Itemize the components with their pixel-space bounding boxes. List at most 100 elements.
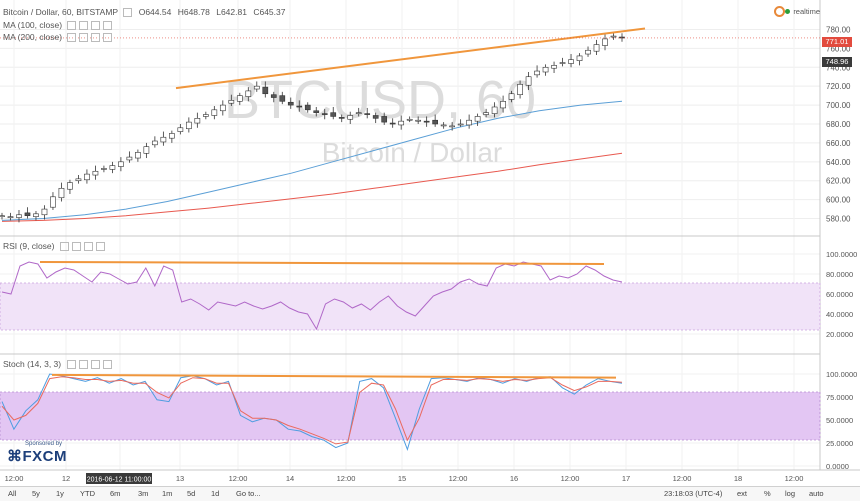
ma200-legend[interactable]: MA (200, close) [3,32,113,43]
ma200-label: MA (200, close) [3,32,63,42]
more-icon[interactable] [103,21,113,31]
rsi-tick-label: 100.0000 [826,250,857,259]
range-6m-button[interactable]: 6m [110,489,121,498]
candle-body [143,146,150,154]
candle-body [457,123,464,126]
candle-body [67,182,73,190]
candle-body [236,95,243,102]
high-value: 648.78 [183,7,210,17]
close-icon[interactable] [91,33,101,43]
candle-body [474,116,481,122]
candle-body [559,62,566,64]
candle-body [219,104,226,112]
time-tick-label: 12:00 [449,474,468,483]
rsi-pane[interactable] [1,261,623,331]
range-1y-button[interactable]: 1y [56,489,64,498]
range-1d-button[interactable]: 1d [211,489,220,498]
eye-icon[interactable] [66,360,76,370]
range-ytd-button[interactable]: YTD [80,489,95,498]
candle-body [466,119,472,126]
eye-icon[interactable] [59,242,69,252]
resistance-trendline[interactable] [175,27,646,90]
candle-body [483,112,489,115]
rsi-divergence-trendline[interactable] [39,261,605,265]
candle-body [58,187,65,199]
range-all-button[interactable]: All [8,489,17,498]
alert-ring-icon[interactable] [774,6,785,17]
close-icon[interactable] [83,242,93,252]
eye-icon[interactable] [67,21,77,31]
price-tick-label: 600.00 [826,196,851,205]
candle-body [211,109,218,116]
candle-body [101,168,107,170]
ext-button[interactable]: ext [737,489,748,498]
realtime-indicator[interactable]: realtime [785,7,820,16]
crosshair-time-label: 2016-06-12 11:00:00 [87,477,152,484]
more-icon[interactable] [95,242,105,252]
eye-icon[interactable] [67,33,77,43]
auto-button[interactable]: auto [809,489,824,498]
candle-body [576,55,583,61]
price-pane[interactable] [0,27,820,223]
candle-body [177,127,184,132]
candle-body [84,173,90,181]
candle-body [253,85,260,90]
candle-body [415,119,422,122]
stoch-legend[interactable]: Stoch (14, 3, 3) [3,359,112,370]
range-1m-button[interactable]: 1m [162,489,173,498]
time-tick-label: 16 [510,474,518,483]
price-tick-label: 780.00 [826,25,851,34]
open-value: 644.54 [145,7,172,17]
close-icon[interactable] [91,21,101,31]
candle-body [364,113,371,115]
percent-button[interactable]: % [764,489,771,498]
settings-icon[interactable] [78,360,88,370]
stoch-pane[interactable] [1,373,623,451]
candle-body [16,214,22,218]
goto-button[interactable]: Go to... [236,489,261,498]
range-3m-button[interactable]: 3m [138,489,149,498]
open-label: O [138,7,146,17]
ma100-legend[interactable]: MA (100, close) [3,20,113,31]
more-icon[interactable] [103,33,113,43]
candle-body [406,118,413,121]
rsi-tick-label: 80.0000 [826,270,853,279]
price-tick-label: 640.00 [826,158,851,167]
close-icon[interactable] [90,360,100,370]
candle-body [228,100,235,104]
more-icon[interactable] [102,360,112,370]
ma100-label: MA (100, close) [3,20,63,30]
clock-time: 23:18:03 (UTC-4) [664,489,723,498]
settings-icon[interactable] [79,33,89,43]
range-5y-button[interactable]: 5y [32,489,40,498]
candle-body [169,133,175,139]
candle-body [118,161,124,167]
candle-body [508,93,515,100]
time-tick-label: 14 [286,474,294,483]
sponsor-caption: Sponsored by [25,441,63,447]
fxcm-logo: ⌘FXCM [7,448,67,465]
time-tick-label: 12 [62,474,70,483]
symbol-legend[interactable]: Bitcoin / Dollar, 60, BITSTAMP O644.54 H… [3,7,285,18]
price-tick-label: 680.00 [826,120,851,129]
sponsor-logo[interactable]: Sponsored by ⌘FXCM [7,441,67,465]
stoch-tick-label: 0.0000 [826,462,849,471]
range-5d-button[interactable]: 5d [187,489,196,498]
candle-body [126,156,133,161]
eye-icon[interactable] [123,8,133,18]
low-label: L [216,7,221,17]
rsi-legend[interactable]: RSI (9, close) [3,241,105,252]
stoch-trendline[interactable] [51,373,617,379]
candle-body [517,83,523,95]
log-button[interactable]: log [785,489,796,498]
settings-icon[interactable] [71,242,81,252]
candle-body [500,101,506,109]
crosshair-time-tag [86,473,152,484]
candle-body [313,110,320,113]
candle-body [389,122,396,125]
stoch-tick-label: 25.0000 [826,439,853,448]
candle-body [270,94,277,98]
realtime-label: realtime [793,7,820,16]
settings-icon[interactable] [79,21,89,31]
